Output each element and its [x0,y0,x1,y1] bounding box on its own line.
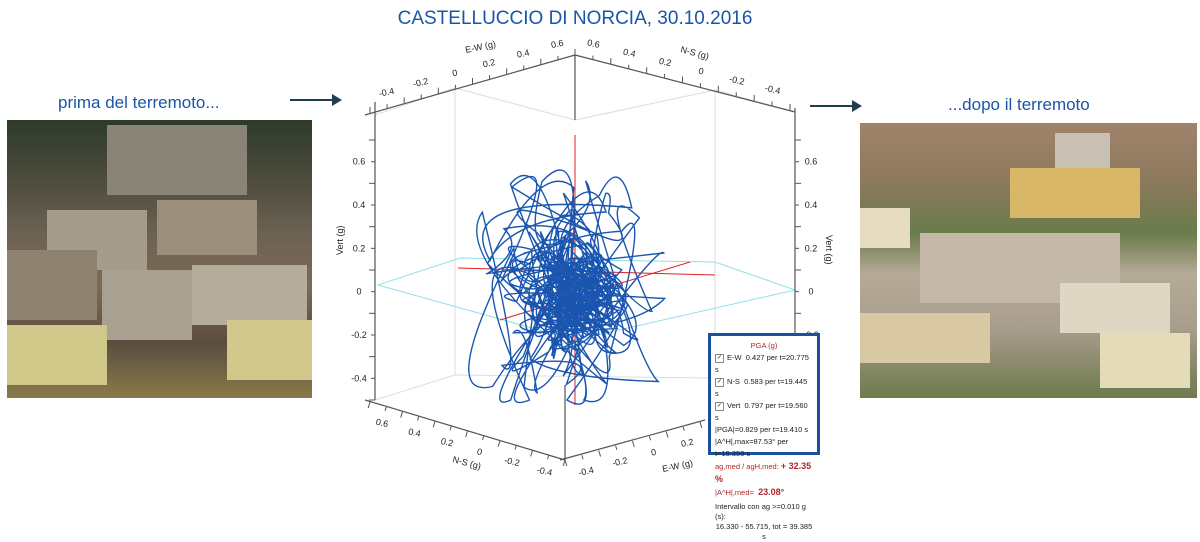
ew-tick-label: 0 [451,67,458,78]
pga-legend-panel: PGA (g) ✓ E-W 0.427 per t=20.775 s ✓ N-S 0… [708,333,820,541]
ns-tick-label: -0.2 [503,455,520,468]
vert-tick-label: 0 [808,287,813,297]
legend-row-vert: ✓ Vert 0.797 per t=19.560 s [715,401,808,422]
ew-tick-label: 0 [650,447,657,458]
ratio-value: + 32.35 % [715,461,812,484]
ew-tick-label: 0.4 [516,47,530,59]
acceleration-trajectory [468,169,667,405]
axis-label-ns-bottom: N-S (g) [451,454,482,471]
axis-label-ns-top: N-S (g) [679,44,710,61]
photo-after [860,123,1197,398]
legend-row-ns: ✓ N-S 0.583 per t=19.445 s [715,377,808,398]
arrow-right-icon [290,94,342,106]
photo-before [7,120,312,398]
ns-tick-label: 0 [476,446,483,457]
ew-tick-label: -0.4 [577,465,594,478]
ns-tick-label: 0.2 [440,436,454,448]
vert-tick-label: 0.2 [805,243,818,253]
axis-label-ew-bottom: E-W (g) [661,458,693,474]
ew-tick-label: 0.6 [550,38,564,50]
legend-row-ew: ✓ E-W 0.427 per t=20.775 s [715,353,809,374]
interval-value: 16.330 - 55.715, tot = 39.385 s [715,522,813,541]
vert-tick-label: 0.6 [353,157,366,167]
ns-tick-label: 0.4 [622,47,636,59]
vert-tick-label: 0.2 [353,243,366,253]
vert-tick-label: 0.4 [353,200,366,210]
ah-max-value: |A^H|,max=87.53° per t=19.350 s [715,437,789,458]
ew-tick-label: -0.2 [611,455,628,468]
ns-tick-label: -0.4 [536,465,553,478]
ns-tick-label: 0 [698,66,705,77]
vert-tick-label: -0.4 [351,373,367,383]
ns-tick-label: 0.6 [375,417,389,429]
checkbox-ew[interactable]: ✓ [715,353,724,363]
axis-label-vert-right: Vert (g) [824,235,834,265]
arrow-right-icon [810,100,862,112]
before-caption: prima del terremoto... [58,93,220,112]
ah-med-label: |A^H|,med= [715,488,754,497]
page-title: CASTELLUCCIO DI NORCIA, 30.10.2016 [397,8,753,29]
ns-tick-label: -0.2 [728,74,745,87]
ns-tick-label: 0.4 [407,426,421,438]
axis-label-vert-left: Vert (g) [335,225,345,255]
vert-tick-label: 0 [356,287,361,297]
ns-tick-label: 0.2 [658,56,672,68]
checkbox-ns[interactable]: ✓ [715,377,724,387]
axis-label-ew-top: E-W (g) [464,39,496,55]
pga-value: |PGA|=0.829 per t=19.410 s [715,425,809,434]
vert-tick-label: -0.2 [351,330,367,340]
ew-tick-label: -0.2 [412,76,429,89]
3d-acceleration-plot: -0.4 -0.2 0 0.2 0.4 0.6 0.6 0.4 0.2 0 -0.2 -0.4 0.6 0… [335,37,834,478]
ratio-label: ag,med / agH,med: [715,462,779,471]
ns-tick-label: 0.6 [586,37,600,49]
checkbox-vert[interactable]: ✓ [715,401,724,411]
ew-tick-label: 0.2 [482,57,496,69]
after-caption: ...dopo il terremoto [948,95,1090,114]
legend-title: PGA (g) [750,341,778,350]
ew-tick-label: -0.4 [378,86,395,99]
vert-tick-label: 0.4 [805,200,818,210]
vert-tick-label: 0.6 [805,157,818,167]
interval-label: Intervallo con ag >=0.010 g (s): [715,502,806,521]
ns-tick-label: -0.4 [764,83,781,96]
ew-tick-label: 0.2 [680,437,694,449]
ah-med-value: 23.08° [758,487,785,497]
